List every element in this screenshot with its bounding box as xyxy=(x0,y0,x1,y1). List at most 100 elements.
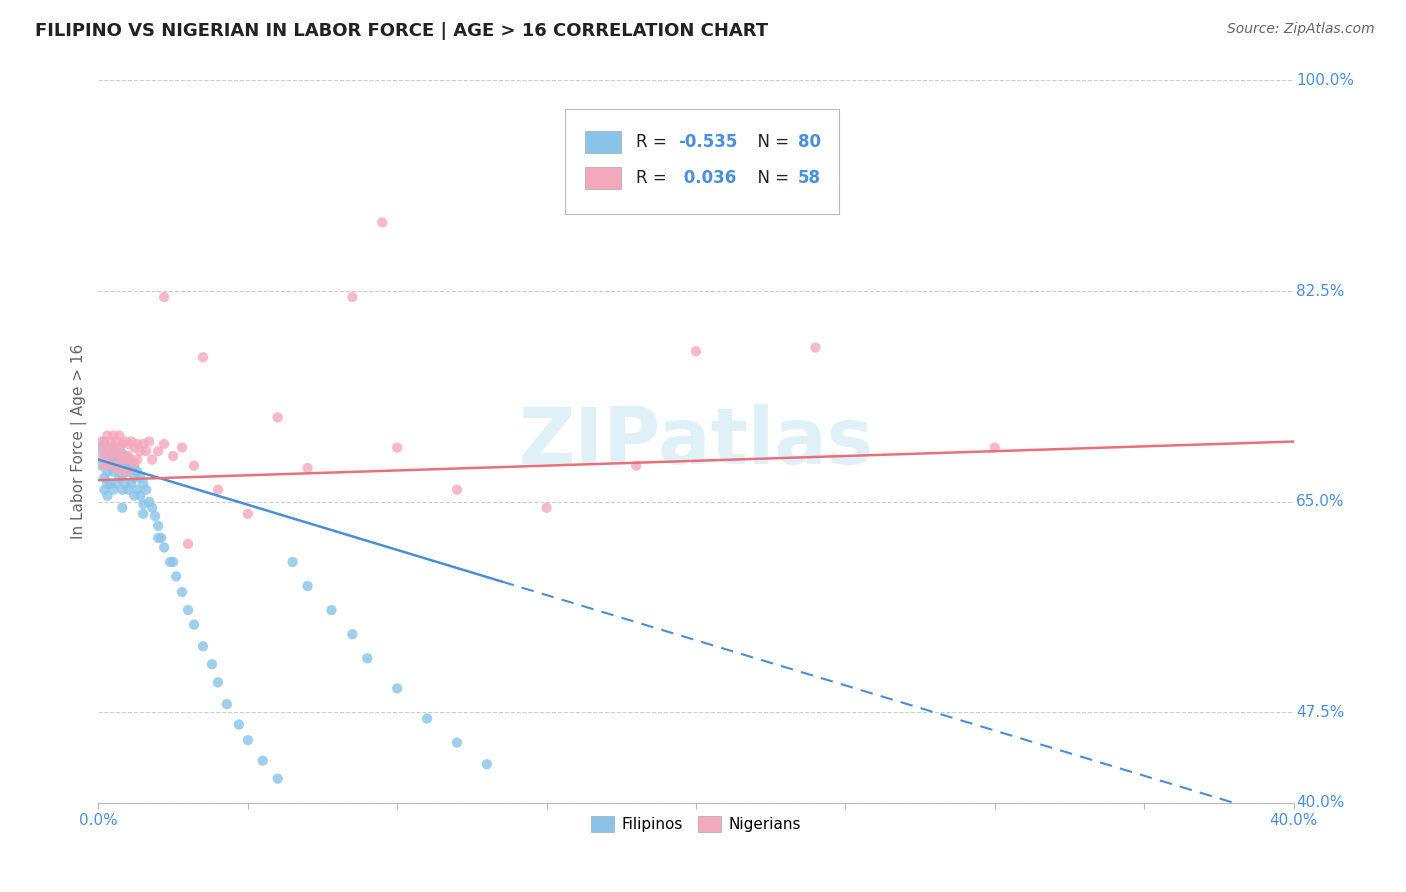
Point xyxy=(120,476,142,491)
Point xyxy=(108,449,131,463)
Point xyxy=(236,733,259,747)
Point xyxy=(321,603,343,617)
Point xyxy=(96,441,118,455)
Point xyxy=(177,603,200,617)
Point xyxy=(98,476,122,491)
Point xyxy=(626,458,648,473)
Text: 82.5%: 82.5% xyxy=(1296,284,1344,299)
Point xyxy=(96,428,118,442)
Point xyxy=(127,437,149,451)
Point xyxy=(215,697,238,711)
Point xyxy=(172,585,194,599)
Point xyxy=(124,458,146,473)
Text: 100.0%: 100.0% xyxy=(1296,73,1354,87)
Text: R =: R = xyxy=(637,169,672,186)
Point xyxy=(103,465,125,479)
Point xyxy=(111,468,134,483)
Point xyxy=(124,470,146,484)
Point xyxy=(141,452,163,467)
Point xyxy=(153,437,176,451)
Point xyxy=(111,500,134,515)
Point xyxy=(191,350,214,364)
Point xyxy=(120,456,142,470)
Y-axis label: In Labor Force | Age > 16: In Labor Force | Age > 16 xyxy=(72,344,87,539)
Point xyxy=(96,476,118,491)
Point xyxy=(127,465,149,479)
Point xyxy=(103,483,125,497)
Point xyxy=(804,341,827,355)
Point xyxy=(98,434,122,449)
Point xyxy=(98,458,122,473)
Point xyxy=(108,441,131,455)
Point xyxy=(183,458,205,473)
Point xyxy=(342,290,364,304)
Point xyxy=(108,428,131,442)
Point xyxy=(132,497,155,511)
Point xyxy=(114,452,136,467)
FancyBboxPatch shape xyxy=(585,167,620,189)
Text: -0.535: -0.535 xyxy=(678,133,737,151)
Point xyxy=(108,470,131,484)
Point xyxy=(385,441,409,455)
Point xyxy=(165,569,187,583)
Point xyxy=(177,537,200,551)
Point xyxy=(120,434,142,449)
Text: R =: R = xyxy=(637,133,672,151)
FancyBboxPatch shape xyxy=(565,109,839,214)
Text: Source: ZipAtlas.com: Source: ZipAtlas.com xyxy=(1227,22,1375,37)
Point xyxy=(267,772,290,786)
Point xyxy=(90,441,112,455)
Point xyxy=(98,446,122,460)
Point xyxy=(446,483,468,497)
Text: 58: 58 xyxy=(797,169,821,186)
Point xyxy=(191,639,214,653)
Point xyxy=(297,579,319,593)
Point xyxy=(207,483,229,497)
Point xyxy=(108,456,131,470)
Point xyxy=(93,446,115,460)
Point xyxy=(93,483,115,497)
Point xyxy=(114,434,136,449)
Point xyxy=(252,754,274,768)
Point xyxy=(90,449,112,463)
Point xyxy=(103,458,125,473)
Point xyxy=(132,476,155,491)
Point xyxy=(114,476,136,491)
Point xyxy=(111,465,134,479)
Point xyxy=(138,434,160,449)
Point xyxy=(129,470,152,484)
Point xyxy=(111,449,134,463)
Point xyxy=(124,441,146,455)
Point xyxy=(236,507,259,521)
Point xyxy=(93,441,115,455)
Point xyxy=(127,483,149,497)
Point xyxy=(96,456,118,470)
Point xyxy=(281,555,304,569)
Text: 0.036: 0.036 xyxy=(678,169,737,186)
Point xyxy=(90,434,112,449)
Point xyxy=(103,452,125,467)
Point xyxy=(183,617,205,632)
Point xyxy=(105,452,128,467)
Point xyxy=(98,449,122,463)
Point xyxy=(105,441,128,455)
Text: N =: N = xyxy=(748,169,794,186)
Point xyxy=(108,441,131,455)
Point xyxy=(120,452,142,467)
Text: 40.0%: 40.0% xyxy=(1296,796,1344,810)
Point xyxy=(342,627,364,641)
Point xyxy=(103,441,125,455)
Point xyxy=(93,470,115,484)
Point xyxy=(90,458,112,473)
Point xyxy=(207,675,229,690)
Point xyxy=(132,507,155,521)
Point xyxy=(124,489,146,503)
Point xyxy=(105,446,128,460)
Point xyxy=(148,444,170,458)
Text: 80: 80 xyxy=(797,133,821,151)
Text: ZIPatlas: ZIPatlas xyxy=(519,403,873,480)
Point xyxy=(201,657,224,672)
Point xyxy=(111,446,134,460)
Point xyxy=(103,441,125,455)
Point xyxy=(475,757,498,772)
